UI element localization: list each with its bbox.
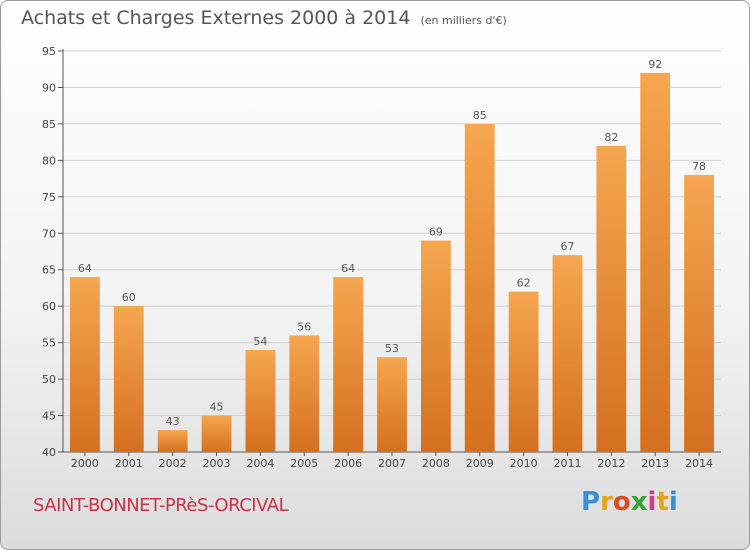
logo-letter: t bbox=[656, 487, 669, 517]
x-tick-label-2002: 2002 bbox=[159, 457, 187, 470]
bar-2013 bbox=[640, 72, 671, 452]
bar-2000 bbox=[70, 277, 100, 452]
y-tick-label: 50 bbox=[42, 373, 56, 386]
bar-2003 bbox=[201, 415, 232, 452]
bar-2012 bbox=[596, 145, 627, 453]
y-tick-label: 90 bbox=[42, 81, 56, 94]
logo-letter: o bbox=[612, 487, 631, 517]
value-label-2014: 78 bbox=[692, 160, 706, 173]
y-tick-label: 85 bbox=[42, 118, 56, 131]
title-row: Achats et Charges Externes 2000 à 2014 (… bbox=[21, 7, 507, 29]
x-tick-label-2014: 2014 bbox=[685, 457, 713, 470]
bar-2010 bbox=[508, 291, 539, 452]
y-tick-label: 60 bbox=[42, 300, 56, 313]
x-tick-label-2011: 2011 bbox=[553, 457, 581, 470]
value-label-2008: 69 bbox=[429, 226, 443, 239]
value-label-2006: 64 bbox=[341, 262, 355, 275]
x-tick-label-2005: 2005 bbox=[290, 457, 318, 470]
value-label-2007: 53 bbox=[385, 342, 399, 355]
value-label-2013: 92 bbox=[648, 58, 662, 71]
bar-2014 bbox=[684, 174, 714, 453]
logo-letter: r bbox=[600, 487, 613, 517]
y-tick-label: 65 bbox=[42, 264, 56, 277]
value-label-2001: 60 bbox=[122, 291, 136, 304]
x-tick-label-2007: 2007 bbox=[378, 457, 406, 470]
logo-letter: i bbox=[668, 487, 678, 517]
value-label-2010: 62 bbox=[517, 277, 531, 290]
bar-2009 bbox=[464, 123, 495, 452]
bar-2001 bbox=[113, 306, 144, 452]
logo-letter: P bbox=[581, 487, 601, 517]
value-label-2000: 64 bbox=[78, 262, 92, 275]
x-tick-label-2004: 2004 bbox=[246, 457, 274, 470]
x-tick-label-2010: 2010 bbox=[510, 457, 538, 470]
bar-2004 bbox=[245, 349, 276, 452]
bar-2002 bbox=[157, 430, 188, 452]
chart-subtitle: (en milliers d'€) bbox=[420, 14, 507, 27]
chart-title: Achats et Charges Externes 2000 à 2014 bbox=[21, 7, 411, 29]
value-label-2004: 54 bbox=[253, 335, 267, 348]
x-tick-label-2006: 2006 bbox=[334, 457, 362, 470]
y-tick-label: 95 bbox=[42, 45, 56, 58]
value-label-2003: 45 bbox=[210, 401, 224, 414]
y-tick-label: 45 bbox=[42, 410, 56, 423]
logo-letter: i bbox=[647, 487, 657, 517]
x-tick-label-2012: 2012 bbox=[597, 457, 625, 470]
x-tick-label-2008: 2008 bbox=[422, 457, 450, 470]
logo-letter: x bbox=[630, 487, 648, 517]
bar-2011 bbox=[552, 255, 583, 452]
value-label-2012: 82 bbox=[604, 131, 618, 144]
value-label-2011: 67 bbox=[560, 240, 574, 253]
y-tick-label: 55 bbox=[42, 337, 56, 350]
x-tick-label-2001: 2001 bbox=[115, 457, 143, 470]
y-tick-label: 80 bbox=[42, 154, 56, 167]
value-label-2009: 85 bbox=[473, 109, 487, 122]
x-tick-label-2013: 2013 bbox=[641, 457, 669, 470]
x-tick-label-2000: 2000 bbox=[71, 457, 99, 470]
value-label-2002: 43 bbox=[166, 415, 180, 428]
y-tick-label: 75 bbox=[42, 191, 56, 204]
x-tick-label-2003: 2003 bbox=[203, 457, 231, 470]
bar-2008 bbox=[420, 240, 451, 452]
proxiti-logo: Proxiti bbox=[581, 487, 678, 517]
bar-2006 bbox=[333, 277, 364, 452]
y-tick-label: 40 bbox=[42, 446, 56, 459]
bar-2007 bbox=[377, 357, 407, 452]
place-name: SAINT-BONNET-PRèS-ORCIVAL bbox=[33, 495, 289, 516]
value-label-2005: 56 bbox=[297, 320, 311, 333]
x-tick-label-2009: 2009 bbox=[466, 457, 494, 470]
y-tick-label: 70 bbox=[42, 227, 56, 240]
bar-2005 bbox=[289, 335, 320, 452]
